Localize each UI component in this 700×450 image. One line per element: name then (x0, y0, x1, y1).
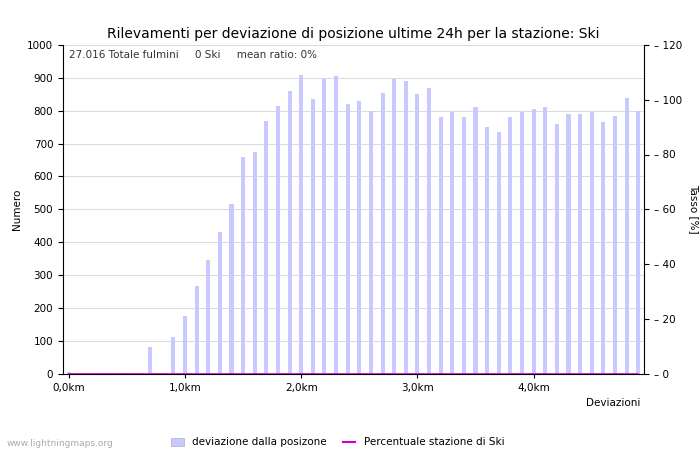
Bar (369, 111, 373, 374)
Bar (473, 108, 477, 374)
Text: 27.016 Totale fulmini     0 Ski     mean ratio: 0%: 27.016 Totale fulmini 0 Ski mean ratio: … (69, 50, 317, 60)
Text: Deviazioni: Deviazioni (586, 398, 640, 408)
Bar (311, 99, 315, 374)
Legend: deviazione dalla posizone, deviazione stazione di Ski, Percentuale stazione di S: deviazione dalla posizone, deviazione st… (167, 433, 509, 450)
Bar (392, 80, 396, 374)
Y-axis label: Numero: Numero (12, 189, 22, 230)
Bar (415, 94, 419, 374)
Bar (253, 152, 257, 374)
Bar (381, 93, 384, 374)
Bar (334, 76, 338, 374)
Bar (172, 338, 176, 374)
Bar (265, 121, 268, 374)
Bar (566, 114, 570, 374)
Bar (357, 101, 361, 374)
Bar (450, 112, 454, 374)
Bar (439, 117, 442, 373)
Bar (288, 91, 292, 374)
Bar (624, 98, 629, 374)
Bar (601, 122, 606, 374)
Bar (613, 116, 617, 374)
Bar (346, 104, 350, 374)
Bar (578, 114, 582, 374)
Title: Rilevamenti per deviazione di posizione ultime 24h per la stazione: Ski: Rilevamenti per deviazione di posizione … (107, 27, 600, 41)
Bar (218, 232, 222, 374)
Y-axis label: Tasso [%]: Tasso [%] (689, 184, 699, 234)
Bar (636, 111, 641, 374)
Text: www.lightningmaps.org: www.lightningmaps.org (7, 439, 113, 448)
Bar (531, 109, 536, 373)
Bar (555, 124, 559, 374)
Bar (276, 106, 280, 374)
Bar (241, 157, 245, 374)
Bar (485, 127, 489, 374)
Bar (427, 88, 431, 374)
Bar (543, 108, 547, 374)
Bar (299, 75, 303, 373)
Bar (589, 112, 594, 374)
Bar (148, 347, 152, 374)
Bar (206, 260, 210, 374)
Bar (230, 204, 234, 374)
Bar (323, 80, 326, 374)
Bar (520, 112, 524, 374)
Bar (183, 316, 187, 374)
Bar (195, 287, 199, 373)
Bar (404, 81, 408, 373)
Bar (66, 372, 71, 374)
Bar (497, 132, 500, 374)
Bar (508, 117, 512, 373)
Bar (462, 117, 466, 373)
